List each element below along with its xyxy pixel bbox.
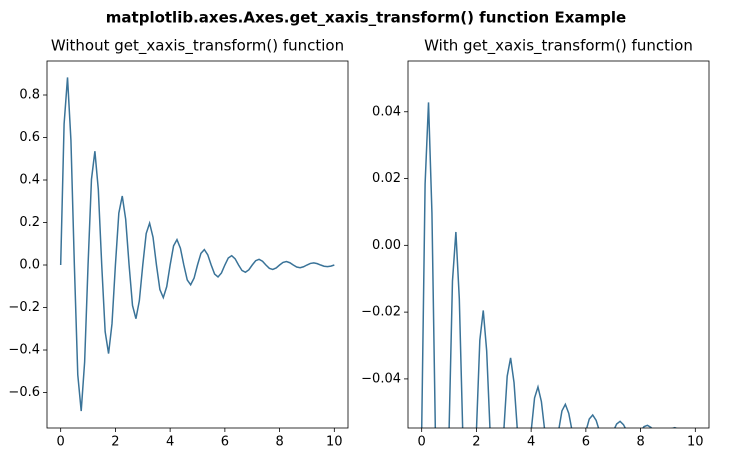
x-tick-label: 0: [57, 435, 65, 450]
y-tick-label: −0.4: [8, 343, 40, 358]
x-tick-label: 0: [418, 435, 426, 450]
y-tick-label: −0.2: [8, 300, 40, 315]
x-tick-label: 6: [582, 435, 590, 450]
x-tick-label: 8: [636, 435, 644, 450]
y-tick-label: 0.0: [19, 258, 40, 273]
x-tick-label: 10: [326, 435, 343, 450]
axes-frame: [407, 60, 710, 429]
x-tick-label: 6: [221, 435, 229, 450]
axes-title: Without get_xaxis_transform() function: [51, 37, 344, 56]
data-line: [420, 102, 678, 428]
y-tick-label: 0.4: [19, 173, 40, 188]
y-tick-label: −0.6: [8, 385, 40, 400]
x-tick-label: 10: [687, 435, 704, 450]
x-tick-label: 4: [527, 435, 535, 450]
y-tick-label: 0.2: [19, 215, 40, 230]
axes-title: With get_xaxis_transform() function: [424, 37, 693, 56]
x-tick-label: 2: [472, 435, 480, 450]
y-tick-label: 0.6: [19, 130, 40, 145]
figure-title: matplotlib.axes.Axes.get_xaxis_transform…: [106, 9, 626, 27]
y-tick-label: 0.00: [372, 238, 401, 253]
data-line: [59, 77, 335, 412]
x-tick-label: 8: [275, 435, 283, 450]
y-tick-label: 0.8: [19, 88, 40, 103]
y-tick-label: 0.04: [372, 104, 401, 119]
x-tick-label: 2: [111, 435, 119, 450]
y-tick-label: −0.04: [361, 371, 401, 386]
x-tick-label: 4: [166, 435, 174, 450]
y-tick-label: 0.02: [372, 171, 401, 186]
axes-frame: [46, 60, 349, 429]
y-tick-label: −0.02: [361, 305, 401, 320]
